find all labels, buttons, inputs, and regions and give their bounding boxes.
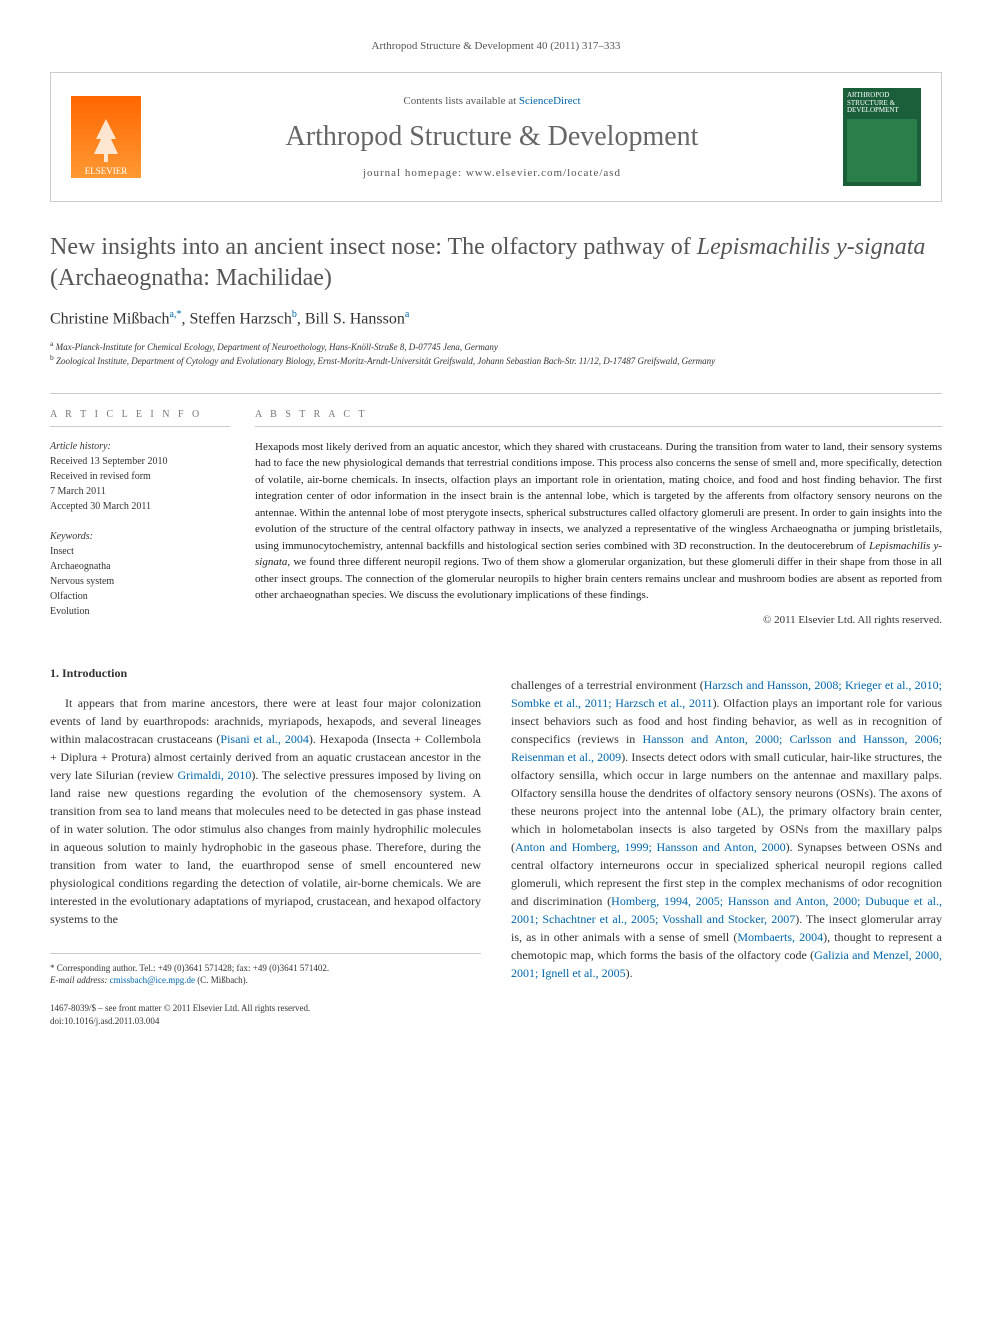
aff-a-sup: a: [50, 339, 53, 348]
intro-para-2: challenges of a terrestrial environment …: [511, 676, 942, 982]
homepage-line: journal homepage: www.elsevier.com/locat…: [161, 167, 823, 179]
publisher-logo: ELSEVIER: [71, 96, 141, 178]
aff-b-sup: b: [50, 353, 54, 362]
abstract-part-1: Hexapods most likely derived from an aqu…: [255, 441, 942, 552]
journal-name: Arthropod Structure & Development: [161, 121, 823, 153]
tree-icon: [86, 114, 126, 164]
history-received: Received 13 September 2010: [50, 454, 230, 469]
abstract-text: Hexapods most likely derived from an aqu…: [255, 439, 942, 604]
aff-a-text: Max-Planck-Institute for Chemical Ecolog…: [56, 342, 498, 352]
keyword-0: Insect: [50, 544, 230, 559]
contents-prefix: Contents lists available at: [403, 95, 518, 107]
footnote-email-suffix: (C. Mißbach).: [195, 975, 248, 985]
section-1-head: 1. Introduction: [50, 664, 481, 682]
author-1: Christine Mißbach: [50, 311, 170, 328]
article-info-column: A R T I C L E I N F O Article history: R…: [50, 409, 255, 634]
body-two-column: 1. Introduction It appears that from mar…: [50, 664, 942, 1027]
issn-text: 1467-8039/$ – see front matter © 2011 El…: [50, 1002, 481, 1015]
history-revised-date: 7 March 2011: [50, 484, 230, 499]
publisher-name: ELSEVIER: [85, 166, 128, 176]
cite-pisani[interactable]: Pisani et al., 2004: [220, 732, 308, 746]
journal-header-box: ELSEVIER Contents lists available at Sci…: [50, 72, 942, 202]
cite-mombaerts[interactable]: Mombaerts, 2004: [737, 930, 823, 944]
keywords-label: Keywords:: [50, 529, 230, 544]
title-part-1: New insights into an ancient insect nose…: [50, 234, 697, 260]
running-header: Arthropod Structure & Development 40 (20…: [50, 40, 942, 52]
col2-text-g: ).: [626, 966, 633, 980]
keyword-3: Olfaction: [50, 589, 230, 604]
intro-para-1: It appears that from marine ancestors, t…: [50, 694, 481, 928]
info-row: A R T I C L E I N F O Article history: R…: [50, 393, 942, 634]
footnote-email-label: E-mail address:: [50, 975, 110, 985]
title-species-italic: Lepismachilis y-signata: [697, 234, 926, 260]
column-right: challenges of a terrestrial environment …: [511, 664, 942, 1027]
history-label: Article history:: [50, 439, 230, 454]
author-1-sup: a,*: [170, 309, 182, 320]
footnote-email-link[interactable]: cmissbach@ice.mpg.de: [110, 975, 195, 985]
homepage-url[interactable]: www.elsevier.com/locate/asd: [466, 167, 621, 179]
history-block: Article history: Received 13 September 2…: [50, 439, 230, 514]
abstract-part-2: , we found three different neuropil regi…: [255, 556, 942, 601]
affiliations: a Max-Planck-Institute for Chemical Ecol…: [50, 339, 942, 368]
title-part-2: (Archaeognatha: Machilidae): [50, 265, 332, 291]
journal-cover-thumb: ARTHROPOD STRUCTURE & DEVELOPMENT: [843, 88, 921, 186]
col2-text-a: challenges of a terrestrial environment …: [511, 678, 704, 692]
cover-image-placeholder: [847, 119, 917, 182]
copyright-line: © 2011 Elsevier Ltd. All rights reserved…: [255, 614, 942, 626]
history-accepted: Accepted 30 March 2011: [50, 499, 230, 514]
footnote-block: * Corresponding author. Tel.: +49 (0)364…: [50, 953, 481, 987]
col1-text-c: ). The selective pressures imposed by li…: [50, 768, 481, 926]
cite-anton-1999[interactable]: Anton and Homberg, 1999; Hansson and Ant…: [515, 840, 786, 854]
sciencedirect-link[interactable]: ScienceDirect: [519, 95, 581, 107]
author-2-sup: b: [292, 309, 297, 320]
contents-line: Contents lists available at ScienceDirec…: [161, 95, 823, 107]
column-left: 1. Introduction It appears that from mar…: [50, 664, 481, 1027]
cite-grimaldi[interactable]: Grimaldi, 2010: [178, 768, 252, 782]
footnote-email-line: E-mail address: cmissbach@ice.mpg.de (C.…: [50, 974, 481, 987]
abstract-heading: A B S T R A C T: [255, 409, 942, 427]
keyword-1: Archaeognatha: [50, 559, 230, 574]
doi-text: doi:10.1016/j.asd.2011.03.004: [50, 1015, 481, 1028]
author-2: Steffen Harzsch: [190, 311, 292, 328]
history-revised: Received in revised form: [50, 469, 230, 484]
cover-text-3: DEVELOPMENT: [847, 107, 917, 115]
keywords-block: Keywords: Insect Archaeognatha Nervous s…: [50, 529, 230, 619]
homepage-prefix: journal homepage:: [363, 167, 466, 179]
keyword-2: Nervous system: [50, 574, 230, 589]
journal-center: Contents lists available at ScienceDirec…: [161, 95, 823, 179]
col2-text-c: ). Insects detect odors with small cutic…: [511, 750, 942, 854]
author-list: Christine Mißbacha,*, Steffen Harzschb, …: [50, 309, 942, 328]
article-info-heading: A R T I C L E I N F O: [50, 409, 230, 427]
aff-b-text: Zoological Institute, Department of Cyto…: [56, 356, 715, 366]
author-3-sup: a: [405, 309, 409, 320]
bottom-issn-line: 1467-8039/$ – see front matter © 2011 El…: [50, 1002, 481, 1027]
footnote-corresponding: * Corresponding author. Tel.: +49 (0)364…: [50, 962, 481, 975]
article-title: New insights into an ancient insect nose…: [50, 232, 942, 294]
author-3: Bill S. Hansson: [305, 311, 405, 328]
keyword-4: Evolution: [50, 604, 230, 619]
abstract-column: A B S T R A C T Hexapods most likely der…: [255, 409, 942, 634]
